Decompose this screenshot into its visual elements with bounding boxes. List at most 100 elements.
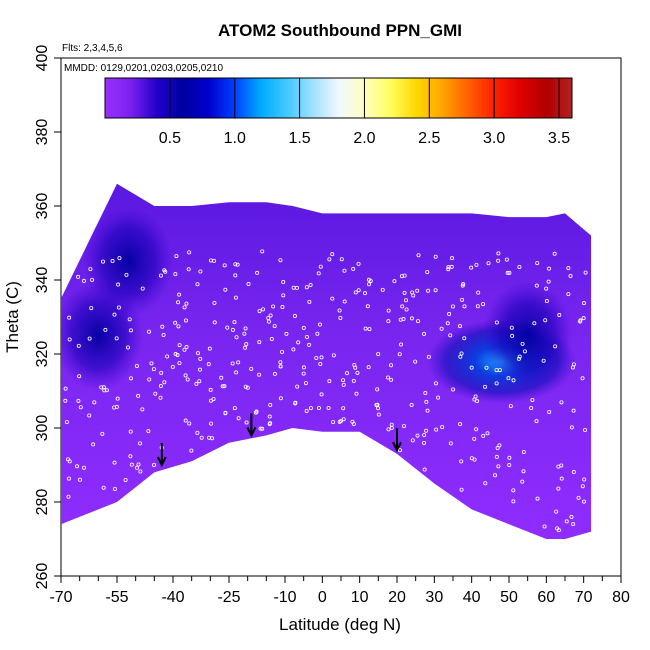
observation-point: [295, 384, 300, 389]
observation-point: [534, 283, 539, 288]
observation-point: [66, 476, 71, 481]
observation-point: [278, 258, 283, 263]
observation-point: [278, 364, 283, 369]
observation-point: [493, 473, 498, 478]
observation-point: [255, 270, 260, 275]
observation-point: [134, 363, 139, 368]
observation-point: [117, 256, 122, 261]
observation-point: [517, 354, 522, 359]
observation-point: [389, 377, 394, 382]
observation-point: [186, 267, 191, 272]
observation-point: [424, 399, 429, 404]
observation-point: [392, 279, 397, 284]
observation-point: [337, 308, 342, 313]
observation-point: [257, 340, 262, 345]
observation-point: [230, 361, 235, 366]
observation-point: [278, 360, 283, 365]
observation-point: [342, 299, 347, 304]
observation-point: [511, 378, 516, 383]
arrow-marker: [246, 413, 257, 438]
observation-point: [77, 477, 82, 482]
observation-point: [446, 265, 451, 270]
observation-point: [77, 374, 82, 379]
observation-point: [87, 336, 92, 341]
observation-point: [485, 431, 490, 436]
observation-point: [225, 325, 230, 330]
observation-point: [459, 487, 464, 492]
chart-title: ATOM2 Southbound PPN_GMI: [218, 21, 462, 40]
observation-point: [208, 387, 213, 392]
observation-point: [355, 370, 360, 375]
observation-point: [176, 300, 181, 305]
observation-point: [581, 316, 586, 321]
observation-point: [112, 312, 117, 317]
y-tick-label: 340: [34, 267, 51, 294]
observation-point: [304, 285, 309, 290]
observation-point: [236, 360, 241, 365]
observation-point: [450, 304, 455, 309]
observation-point: [293, 401, 298, 406]
observation-point: [569, 514, 574, 519]
ppn-coverage: [61, 183, 592, 540]
observation-point: [494, 368, 499, 373]
observation-point: [484, 365, 489, 370]
observation-point: [389, 363, 394, 368]
observation-point: [114, 336, 119, 341]
observation-point: [271, 304, 276, 309]
observation-point: [521, 469, 526, 474]
observation-point: [459, 351, 464, 356]
observation-point: [128, 376, 133, 381]
observation-point: [222, 384, 227, 389]
observation-point: [183, 373, 188, 378]
observation-point: [67, 459, 72, 464]
x-tick-label: 30: [425, 589, 443, 606]
observation-point: [307, 299, 312, 304]
observation-point: [267, 422, 272, 427]
observation-point: [177, 361, 182, 366]
observation-point: [100, 259, 105, 264]
ppn-field: [61, 183, 592, 540]
observation-point: [564, 519, 569, 524]
x-tick-label: 50: [500, 589, 518, 606]
observation-point: [474, 427, 479, 432]
observation-point: [469, 365, 474, 370]
observation-point: [578, 319, 583, 324]
observation-point: [78, 405, 83, 410]
observation-point: [212, 300, 217, 305]
observation-point: [235, 262, 240, 267]
observation-point: [535, 261, 540, 266]
observation-point: [281, 293, 286, 298]
observation-point: [110, 259, 115, 264]
dates-note: MMDD: 0129,0201,0203,0205,0210: [64, 63, 223, 74]
observation-point: [507, 463, 512, 468]
low-ppn-feature: [83, 206, 174, 317]
observation-point: [423, 391, 428, 396]
observation-point: [245, 385, 250, 390]
observation-point: [158, 395, 163, 400]
observation-point: [457, 324, 462, 329]
observation-point: [351, 266, 356, 271]
x-tick-label: 60: [537, 589, 555, 606]
observation-point: [569, 425, 574, 430]
observation-point: [402, 290, 407, 295]
observation-point: [481, 302, 486, 307]
observation-point: [183, 418, 188, 423]
observation-point: [376, 352, 381, 357]
observation-point: [177, 343, 182, 348]
observation-point: [301, 325, 306, 330]
x-tick-label: -25: [217, 589, 240, 606]
observation-point: [182, 305, 187, 310]
observation-point: [510, 333, 515, 338]
observation-point: [568, 274, 573, 279]
observation-point: [260, 426, 265, 431]
observation-point: [116, 305, 121, 310]
y-tick-label: 360: [34, 193, 51, 220]
observation-point: [81, 278, 86, 283]
observation-point: [75, 464, 80, 469]
observation-point: [140, 407, 145, 412]
observation-point: [278, 396, 283, 401]
observation-point: [401, 317, 406, 322]
observation-point: [380, 287, 385, 292]
y-tick-label: 280: [34, 489, 51, 516]
observation-point: [571, 408, 576, 413]
